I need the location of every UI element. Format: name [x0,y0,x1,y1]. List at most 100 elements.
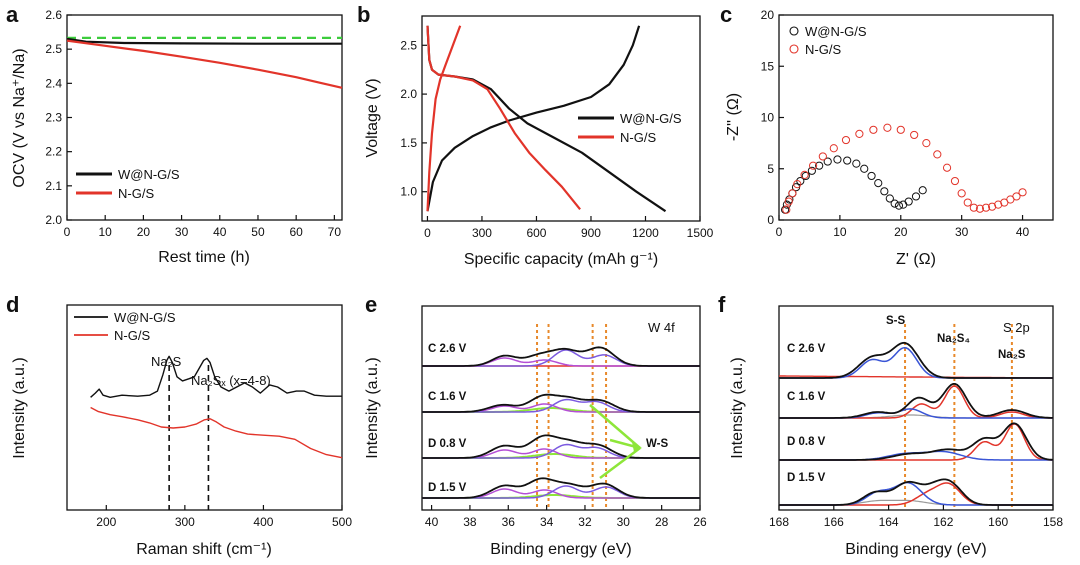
spectrum-f-2-2 [779,422,1054,461]
spectrum-f-3-3 [779,478,1053,506]
panel-a: a 0 10 20 30 40 50 60 70 2.02.12.22.32.42.52.6 … [6,2,343,266]
condition-label-d08-e: D 0.8 V [428,438,467,450]
y-tick-label-a-2-6: 2.6 [45,8,62,22]
plot-frame-b [421,15,701,222]
spectrum-f-0-2 [779,341,1053,379]
legend-marker-w-ngs-c [789,26,799,36]
scatter-point-w-n-g-s-18 [890,199,899,208]
series-line-d-w-n-g-s [90,355,342,398]
x-tick-label-c-20: 20 [894,225,908,239]
y-ticks-c: 0 5 10 15 20 [761,8,784,227]
panel-letter-b: b [357,2,370,27]
y-tick-label-c-20: 20 [761,8,775,22]
scatter-point-n-g-s-23 [988,202,997,211]
scatter-point-n-g-s-11 [883,123,892,132]
scatter-point-w-n-g-s-7 [807,166,816,175]
annotation-na2s-f: Na₂S [998,349,1026,361]
legend-marker-ngs-c [789,44,799,54]
reference-lines-d [168,365,210,510]
spectrum-label-s2p: S 2p [1003,320,1030,335]
scatter-point-w-n-g-s-21 [904,197,913,206]
annotation-w-s: W-S [646,438,668,450]
panel-letter-a: a [6,2,19,27]
y-axis-label-e: Intensity (a.u.) [364,357,381,458]
scatter-point-n-g-s-9 [855,129,864,138]
legend-label-ngs-d: N-G/S [114,328,150,343]
y-tick-label-b-1: 1.0 [400,185,417,199]
scatter-point-n-g-s-4 [800,170,809,179]
spectra-group-e [422,346,700,499]
series-group-b [426,25,667,213]
spectrum-e-2-3 [422,434,700,459]
legend-label-ngs-c: N-G/S [805,42,841,57]
annotation-s-s: S-S [886,315,906,327]
plot-frame-e [421,305,701,511]
scatter-point-w-n-g-s-11 [843,156,852,165]
legend-label-w-ngs-c: W@N-G/S [805,24,867,39]
x-tick-label-a-30: 30 [175,225,189,239]
y-tick-label-c-5: 5 [767,162,774,176]
series-line-b-n-g-s-discharge [426,25,581,210]
x-tick-label-a-20: 20 [137,225,151,239]
scatter-point-n-g-s-28 [1018,188,1027,197]
x-tick-label-a-0: 0 [64,225,71,239]
y-axis-label-a: OCV (V vs Na⁺/Na) [11,48,28,187]
series-group-d [90,355,343,459]
scatter-point-n-g-s-6 [818,152,827,161]
series-group-a [66,36,343,89]
scatter-point-n-g-s-18 [957,189,966,198]
panel-b: b 0 300 600 900 1200 1500 1.0 1.5 2.0 2.5 W@N-G/… [357,2,714,268]
scatter-point-n-g-s-13 [910,130,919,140]
condition-label-c26-e: C 2.6 V [428,343,467,355]
scatter-point-n-g-s-12 [896,125,905,134]
x-tick-label-d-200: 200 [96,515,116,529]
scatter-point-w-n-g-s-20 [899,200,908,209]
scatter-point-n-g-s-5 [808,161,818,170]
scatter-point-w-n-g-s-10 [833,155,842,164]
scatter-point-w-n-g-s-12 [852,159,861,168]
condition-label-d15-e: D 1.5 V [428,482,467,494]
condition-label-d08-f: D 0.8 V [787,436,826,448]
spectrum-label-w4f: W 4f [648,320,675,335]
scatter-point-w-n-g-s-15 [874,179,883,188]
x-tick-label-e-40: 40 [425,515,439,529]
condition-label-c26-f: C 2.6 V [787,343,826,355]
y-tick-label-a-2-5: 2.5 [45,42,62,56]
series-line-a-n-g-s [66,39,343,89]
scatter-point-n-g-s-0 [782,205,791,214]
scatter-point-n-g-s-10 [869,125,878,134]
scatter-point-w-n-g-s-8 [815,161,824,170]
x-tick-label-a-10: 10 [99,225,113,239]
scatter-point-w-n-g-s-13 [860,164,869,173]
legend-label-ngs: N-G/S [118,186,154,201]
x-tick-label-e-34: 34 [540,515,554,529]
x-tick-label-b-1200: 1200 [632,226,659,240]
x-tick-label-c-40: 40 [1016,225,1030,239]
x-tick-label-b-600: 600 [526,226,546,240]
scatter-point-n-g-s-14 [922,139,931,148]
x-tick-label-f-168: 168 [769,515,789,529]
x-tick-label-e-30: 30 [617,515,631,529]
y-tick-label-a-2-2: 2.2 [45,145,62,159]
x-tick-label-c-10: 10 [833,225,847,239]
y-tick-label-c-0: 0 [767,213,774,227]
legend-label-ngs-b: N-G/S [620,130,656,145]
x-ticks-f: 168 166 164 162 160 158 [769,505,1063,529]
y-ticks-b: 1.0 1.5 2.0 2.5 [400,38,427,199]
scatter-point-n-g-s-1 [784,197,793,206]
x-tick-label-f-162: 162 [933,515,953,529]
arrow-w-s-0 [589,404,641,449]
y-tick-label-a-2-4: 2.4 [45,76,62,90]
spectrum-e-0-1 [422,357,700,367]
x-axis-label-d: Raman shift (cm⁻¹) [136,541,272,558]
x-ticks-c: 0 10 20 30 40 [776,215,1030,239]
x-tick-label-e-26: 26 [693,515,707,529]
x-tick-label-e-28: 28 [655,515,669,529]
x-tick-label-f-158: 158 [1043,515,1063,529]
scatter-point-n-g-s-2 [788,189,797,198]
arrow-w-s-2 [599,447,641,479]
plot-frame-d [66,304,343,511]
y-tick-label-b-1-5: 1.5 [400,136,417,150]
scatter-point-w-n-g-s-19 [894,201,904,210]
